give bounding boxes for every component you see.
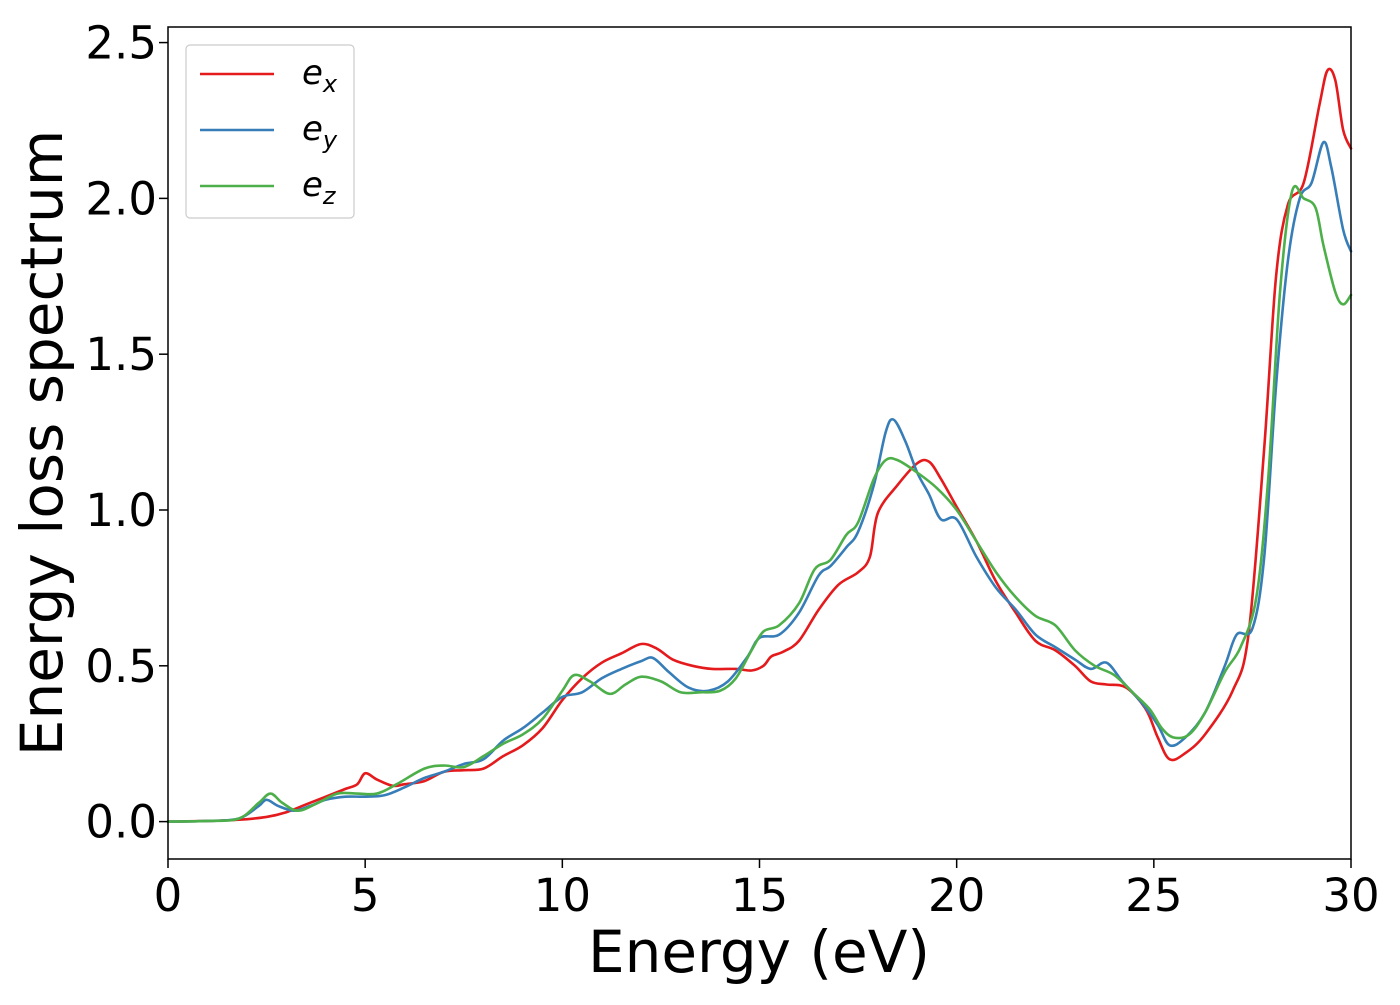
y-axis-title: Energy loss spectrum <box>8 130 76 756</box>
y-axis-ticks: 0.0 0.5 1.0 1.5 2.0 2.5 <box>85 17 168 849</box>
x-tick-label: 0 <box>154 869 183 922</box>
x-tick-label: 15 <box>731 869 788 922</box>
y-tick-label: 0.5 <box>85 640 157 693</box>
series-line-y <box>166 140 1353 823</box>
legend-label-x: ex <box>302 53 338 98</box>
series-line-z <box>166 184 1353 823</box>
x-tick-label: 10 <box>534 869 591 922</box>
legend-label-z: ez <box>302 165 337 210</box>
y-tick-label: 2.5 <box>85 17 157 70</box>
legend: ex ey ez <box>185 44 355 219</box>
legend-label-y: ey <box>302 109 338 154</box>
legend-box <box>185 44 355 219</box>
y-tick-label: 1.5 <box>85 328 157 381</box>
series-line-x <box>166 67 1353 823</box>
x-axis-ticks: 0 5 10 15 20 25 30 <box>154 859 1380 922</box>
y-tick-label: 0.0 <box>85 796 157 849</box>
y-tick-label: 1.0 <box>85 484 157 537</box>
x-tick-label: 30 <box>1322 869 1379 922</box>
y-tick-label: 2.0 <box>85 172 157 225</box>
x-tick-label: 25 <box>1125 869 1182 922</box>
x-tick-label: 20 <box>928 869 985 922</box>
x-axis-title: Energy (eV) <box>588 918 930 986</box>
plot-series-layer <box>166 67 1353 823</box>
x-tick-label: 5 <box>351 869 380 922</box>
